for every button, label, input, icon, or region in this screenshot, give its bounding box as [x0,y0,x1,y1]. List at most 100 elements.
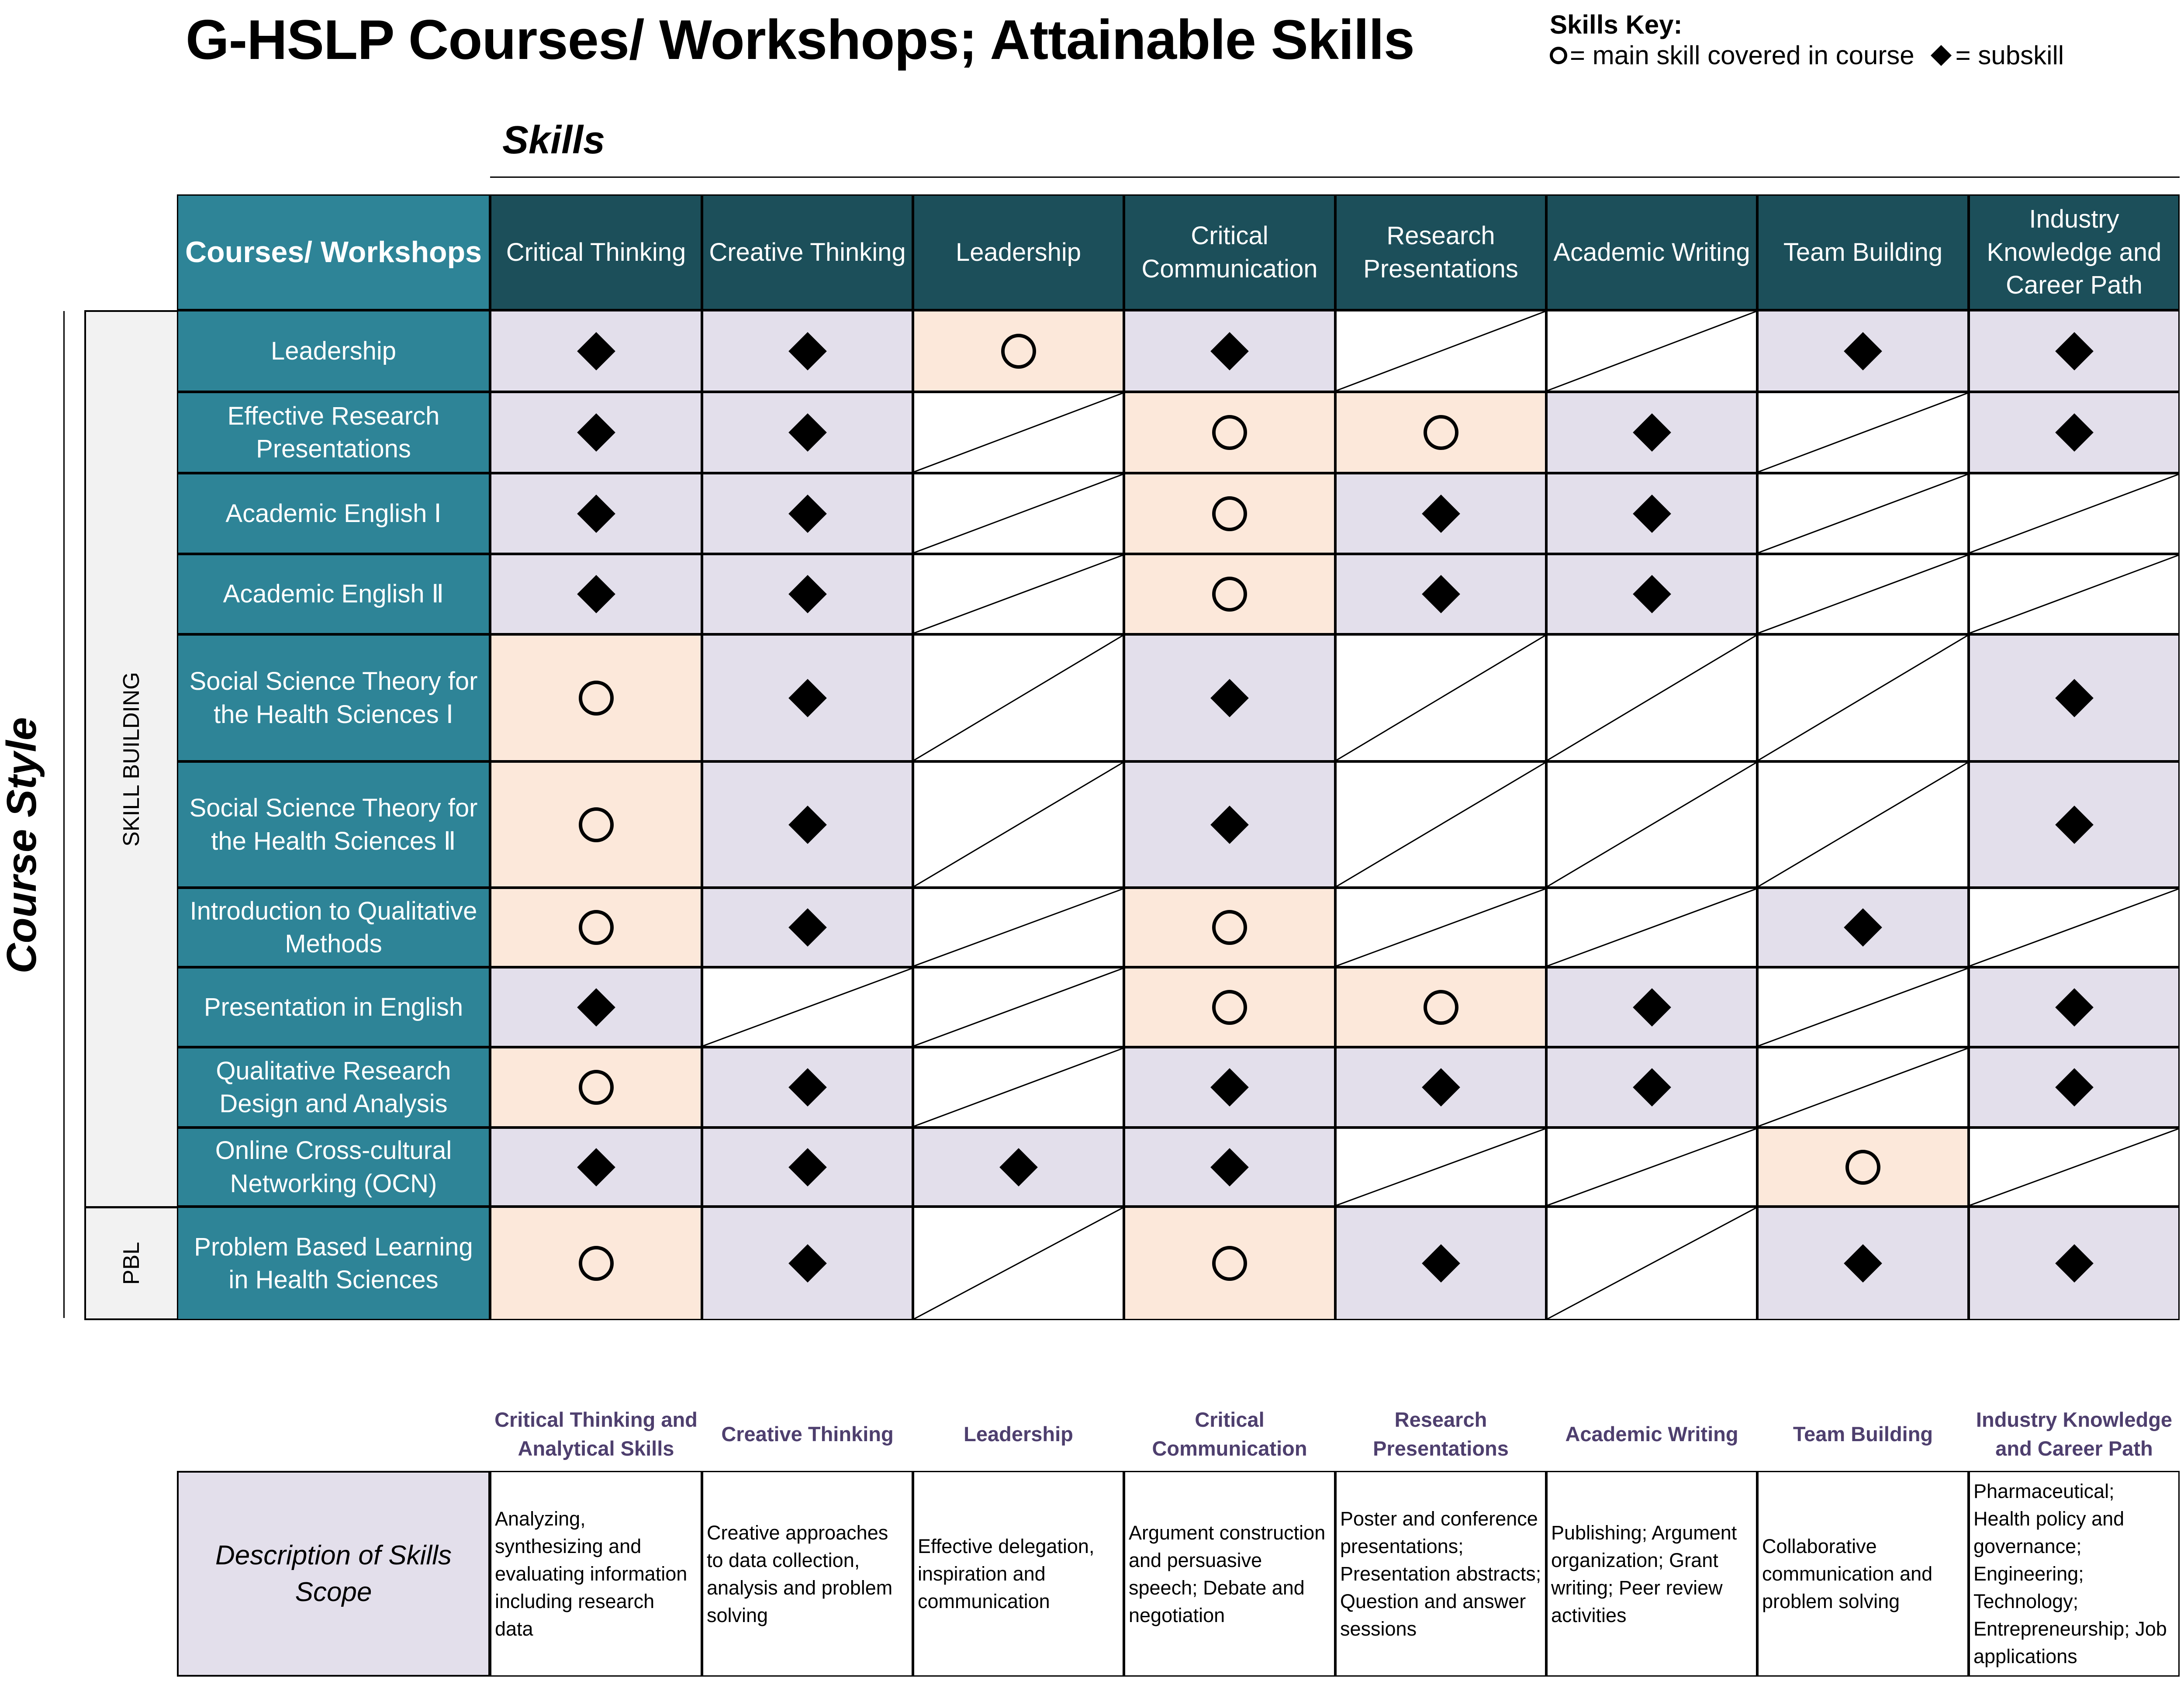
skill-cell [913,1128,1124,1207]
course-label: Academic English Ⅱ [177,554,490,634]
diagonal-slash [914,555,1123,633]
skill-cell [1124,761,1335,888]
diamond-icon [788,908,827,947]
skill-cell [1757,310,1969,392]
diamond-icon [788,575,827,613]
description-cell: Poster and conference presentations; Pre… [1335,1471,1546,1677]
skill-cell [1335,1047,1546,1128]
circle-icon [1423,415,1458,450]
skill-cell [1969,1047,2180,1128]
skill-cell [702,1047,913,1128]
course-style-label: Course Style [0,717,45,974]
description-header: Critical Communication [1152,1408,1307,1460]
diagonal-slash [914,636,1123,760]
skill-cell [1757,761,1969,888]
description-cell: Creative approaches to data collection, … [702,1471,913,1677]
skill-cell [490,554,702,634]
skill-cell [702,392,913,473]
course-label: Problem Based Learning in Health Science… [177,1207,490,1320]
description-header: Critical Thinking and Analytical Skills [494,1408,698,1460]
group-label: SKILL BUILDING [119,671,144,847]
diagonal-slash [914,474,1123,553]
diamond-icon [577,575,615,613]
course-label: Leadership [177,310,490,392]
skill-cell [702,967,913,1047]
circle-icon [578,1246,614,1281]
course-label: Introduction to Qualitative Methods [177,888,490,967]
page-title: G-HSLP Courses/ Workshops; Attainable Sk… [186,9,1415,71]
diagonal-slash [1970,889,2178,966]
skill-cell [1969,554,2180,634]
course-label: Social Science Theory for the Health Sci… [177,761,490,888]
course-label: Academic English Ⅰ [177,473,490,554]
skill-cell [1757,967,1969,1047]
diamond-icon [1210,1068,1249,1107]
diamond-icon [1632,575,1671,613]
key-sub-label: = subskill [1955,41,2064,70]
group-pbl: PBL [84,1207,179,1320]
diamond-icon [788,494,827,533]
skills-key-title: Skills Key: [1550,10,1683,39]
diagonal-slash [1548,311,1756,391]
diamond-icon [2055,805,2094,844]
skill-cell [1546,1128,1757,1207]
circle-icon [578,910,614,945]
skill-cell [1757,1047,1969,1128]
diamond-icon [788,413,827,452]
diamond-icon [1930,45,1952,66]
description-header: Creative Thinking [721,1422,894,1446]
skill-cell [1546,310,1757,392]
skill-cell [490,888,702,967]
skill-cell [490,1128,702,1207]
description-header: Industry Knowledge and Career Path [1976,1408,2173,1460]
circle-icon [1212,910,1247,945]
description-cell: Collaborative communication and problem … [1757,1471,1969,1677]
circle-icon [1212,415,1247,450]
skill-cell [1757,1128,1969,1207]
diamond-icon [577,494,615,533]
skill-header: Critical Thinking [490,194,702,310]
diagonal-slash [1337,763,1545,886]
skill-cell [1124,310,1335,392]
course-style-divider [63,311,65,1318]
skill-cell [1124,392,1335,473]
skill-header: Leadership [913,194,1124,310]
diamond-icon [1421,1068,1460,1107]
skill-cell [702,1128,913,1207]
skill-header: Critical Communication [1124,194,1335,310]
diamond-icon [1844,332,1882,370]
circle-icon [1423,989,1458,1025]
skill-cell [1969,634,2180,761]
diamond-icon [1210,678,1249,717]
skill-cell [1335,473,1546,554]
skill-cell [1124,473,1335,554]
diamond-icon [788,805,827,844]
diamond-icon [1210,805,1249,844]
diagonal-slash [1759,1048,1967,1126]
diagonal-slash [1759,636,1967,760]
skill-cell [1546,392,1757,473]
description-header: Academic Writing [1565,1422,1738,1446]
course-label: Social Science Theory for the Health Sci… [177,634,490,761]
skill-cell [490,1047,702,1128]
skill-header: Industry Knowledge and Career Path [1969,194,2180,310]
skill-cell [1335,761,1546,888]
diamond-icon [1210,1148,1249,1186]
diamond-icon [999,1148,1038,1186]
skill-header: Research Presentations [1335,194,1546,310]
skill-cell [1335,1128,1546,1207]
diamond-icon [2055,332,2094,370]
skill-cell [1335,554,1546,634]
diamond-icon [788,332,827,370]
skill-cell [702,634,913,761]
diamond-icon [1844,1244,1882,1283]
skill-cell [1124,554,1335,634]
skill-cell [1546,1047,1757,1128]
description-cell: Argument construction and persuasive spe… [1124,1471,1335,1677]
diamond-icon [1210,332,1249,370]
diagonal-slash [1759,555,1967,633]
diagonal-slash [914,1208,1123,1319]
diagonal-slash [1970,1129,2178,1205]
circle-icon [1212,1246,1247,1281]
skill-cell [1335,392,1546,473]
